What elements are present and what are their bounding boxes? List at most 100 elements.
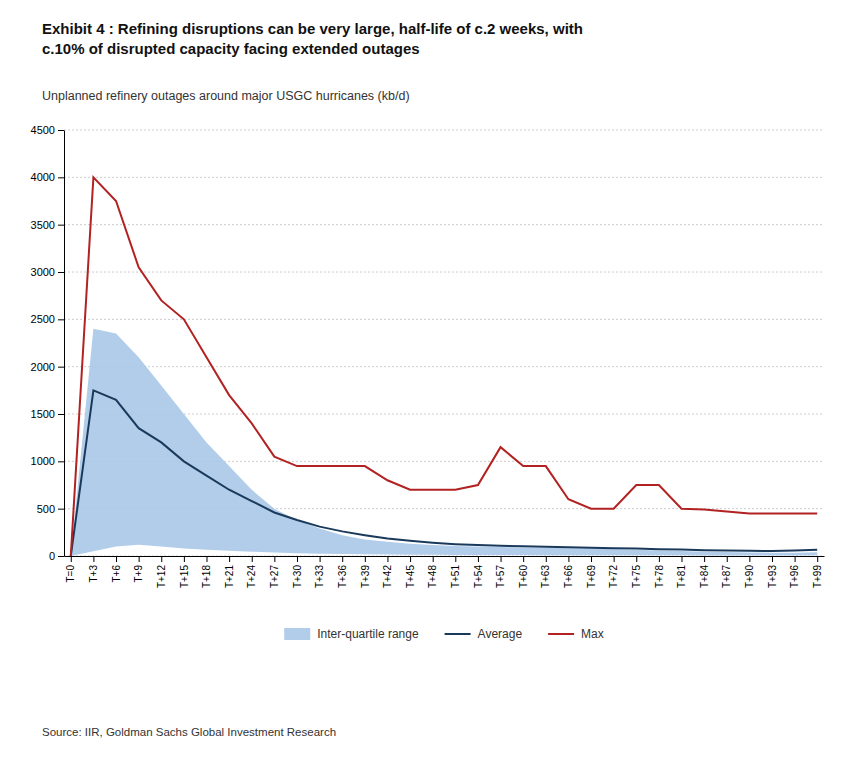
tick-mark: [297, 556, 298, 562]
x-tick: T+93: [767, 556, 778, 588]
chart: Exhibit 4 : Refining disruptions can be …: [0, 0, 848, 766]
tick-mark: [58, 556, 64, 557]
x-tick: T+18: [201, 556, 212, 588]
x-tick: T+36: [337, 556, 348, 588]
tick-mark: [58, 130, 64, 131]
x-tick: T+78: [654, 556, 665, 588]
x-tick: T=0: [65, 556, 76, 583]
y-tick: 4000: [31, 171, 64, 183]
legend: Inter-quartile range Average Max: [284, 627, 604, 641]
grid-line: [64, 556, 824, 557]
marks: [71, 177, 817, 556]
tick-label: T+21: [224, 565, 235, 589]
tick-label: T+75: [631, 565, 642, 589]
tick-mark: [614, 556, 615, 562]
tick-mark: [93, 556, 94, 562]
tick-mark: [546, 556, 547, 562]
tick-mark: [636, 556, 637, 562]
x-tick: T+69: [586, 556, 597, 588]
x-tick: T+99: [812, 556, 823, 588]
tick-mark: [591, 556, 592, 562]
y-tick: 1000: [31, 455, 64, 467]
tick-label: T+27: [269, 565, 280, 589]
x-tick: T+15: [179, 556, 190, 588]
x-tick: T+21: [224, 556, 235, 588]
legend-item: Max: [548, 627, 604, 641]
y-tick: 1500: [31, 408, 64, 420]
tick-label: T+69: [586, 565, 597, 589]
tick-label: 4000: [31, 171, 55, 183]
x-tick: T+60: [518, 556, 529, 588]
tick-label: T+39: [360, 565, 371, 589]
tick-label: T+90: [744, 565, 755, 589]
tick-mark: [116, 556, 117, 562]
tick-label: T+57: [495, 565, 506, 589]
x-tick: T+33: [314, 556, 325, 588]
title: Exhibit 4 : Refining disruptions can be …: [42, 20, 583, 57]
grid: [64, 130, 824, 556]
tick-mark: [320, 556, 321, 562]
tick-mark: [184, 556, 185, 562]
tick-mark: [252, 556, 253, 562]
tick-mark: [71, 556, 72, 562]
tick-mark: [58, 225, 64, 226]
tick-label: T+84: [699, 565, 710, 589]
tick-label: 3500: [31, 219, 55, 231]
tick-label: 500: [37, 503, 55, 515]
y-axis: 0 500 1000 1500 2000 2500 3000 3500 4000 4500: [31, 124, 65, 562]
tick-label: T+93: [767, 565, 778, 589]
iqr-area: [71, 329, 817, 556]
y-tick: 500: [37, 503, 64, 515]
legend-label: Average: [478, 627, 523, 641]
y-tick: 3000: [31, 266, 64, 278]
tick-label: 4500: [31, 124, 55, 136]
tick-label: T+60: [518, 565, 529, 589]
tick-label: 1500: [31, 408, 55, 420]
tick-label: T+42: [382, 565, 393, 589]
x-tick: T+9: [133, 556, 144, 583]
x-axis: T=0T+3T+6T+9T+12T+15T+18T+21T+24T+27T+30…: [65, 556, 825, 588]
x-tick: T+27: [269, 556, 280, 588]
x-tick: T+75: [631, 556, 642, 588]
x-tick: T+6: [111, 556, 122, 583]
series-line: [71, 177, 817, 556]
tick-label: T+33: [314, 565, 325, 589]
tick-label: T+30: [292, 565, 303, 589]
tick-label: T=0: [65, 565, 76, 583]
tick-label: 1000: [31, 455, 55, 467]
tick-mark: [229, 556, 230, 562]
tick-label: T+99: [812, 565, 823, 589]
tick-label: T+18: [201, 565, 212, 589]
tick-label: T+63: [540, 565, 551, 589]
title-line: Exhibit 4 : Refining disruptions can be …: [42, 20, 583, 37]
axis-line: [65, 556, 825, 557]
legend-label: Inter-quartile range: [317, 627, 419, 641]
tick-label: T+87: [721, 565, 732, 589]
tick-label: T+72: [608, 565, 619, 589]
legend-swatch: [548, 633, 574, 635]
tick-mark: [58, 414, 64, 415]
legend-swatch: [445, 633, 471, 635]
tick-label: T+6: [111, 565, 122, 583]
grid-line: [64, 177, 824, 178]
tick-mark: [433, 556, 434, 562]
tick-label: 0: [49, 550, 55, 562]
x-tick: T+84: [699, 556, 710, 588]
legend-swatch: [284, 628, 310, 640]
tick-mark: [58, 367, 64, 368]
tick-label: T+3: [88, 565, 99, 583]
x-tick: T+42: [382, 556, 393, 588]
tick-mark: [478, 556, 479, 562]
x-tick: T+39: [360, 556, 371, 588]
tick-mark: [704, 556, 705, 562]
tick-mark: [795, 556, 796, 562]
y-tick: 2000: [31, 361, 64, 373]
tick-mark: [455, 556, 456, 562]
x-tick: T+3: [88, 556, 99, 583]
tick-label: 2500: [31, 313, 55, 325]
tick-mark: [387, 556, 388, 562]
grid-line: [64, 272, 824, 273]
tick-label: T+81: [676, 565, 687, 589]
title-line: c.10% of disrupted capacity facing exten…: [42, 40, 420, 57]
tick-mark: [342, 556, 343, 562]
